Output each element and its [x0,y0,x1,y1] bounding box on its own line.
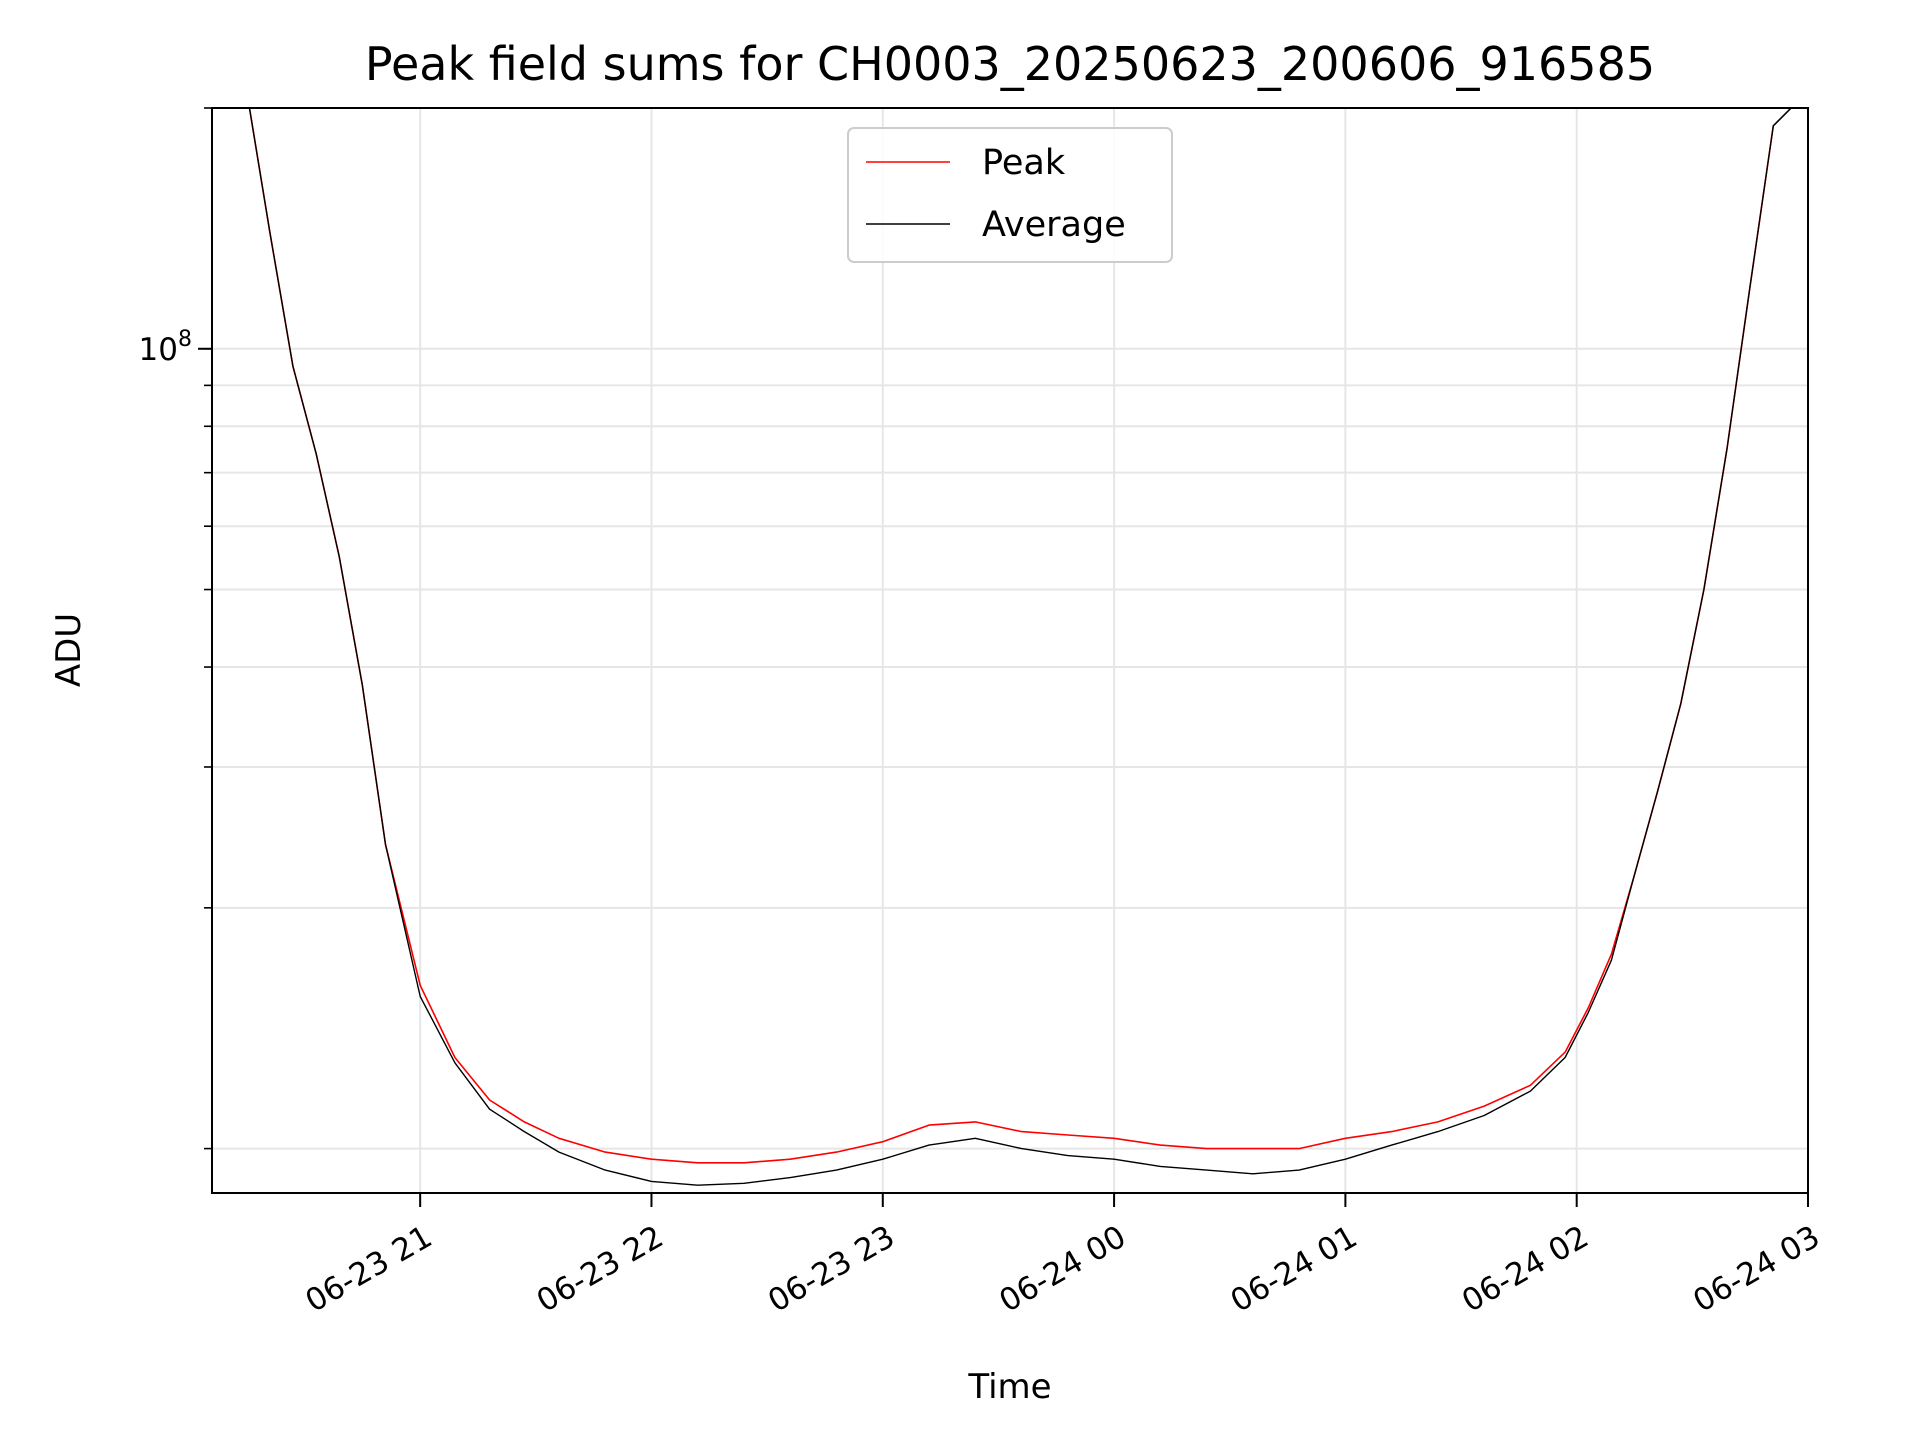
x-tick-label: 06-24 03 [1687,1219,1826,1320]
legend: Peak Average [847,127,1173,263]
y-tick-label: 108 [139,327,192,368]
series-average-line [248,108,1793,1186]
grid [212,107,1809,1193]
series-layer [248,108,1793,1186]
y-axis-label: ADU [49,613,89,687]
x-tick-label: 06-23 21 [299,1219,438,1320]
plot-frame [211,107,1809,1194]
x-axis-label: Time [967,1367,1051,1407]
x-tick-label: 06-23 22 [531,1219,670,1320]
chart-title: Peak field sums for CH0003_20250623_2006… [365,37,1655,91]
y-tick-base: 10 [139,332,178,368]
legend-peak-label: Peak [982,143,1066,183]
x-tick-label: 06-24 02 [1456,1219,1595,1320]
x-tick-label: 06-24 00 [993,1219,1132,1320]
y-tick-exponent: 8 [178,327,192,352]
y-axis: 108 [139,107,212,1150]
legend-average-label: Average [982,205,1126,245]
x-axis: 06-23 21 06-23 22 06-23 23 06-24 00 06-24 01… [299,1193,1826,1320]
x-tick-label: 06-23 23 [762,1219,901,1320]
x-tick-label: 06-24 01 [1225,1219,1364,1320]
